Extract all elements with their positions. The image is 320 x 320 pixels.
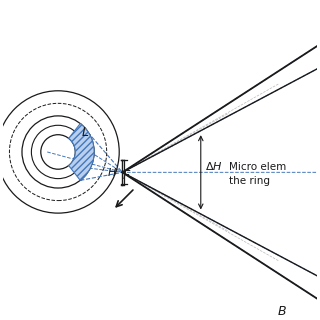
Text: $L$: $L$: [81, 126, 89, 139]
Text: $F$: $F$: [123, 169, 132, 182]
Text: Micro elem
the ring: Micro elem the ring: [229, 162, 286, 186]
Text: $\Delta H$: $\Delta H$: [205, 160, 223, 172]
Polygon shape: [69, 124, 94, 180]
Text: $H$: $H$: [107, 166, 117, 178]
Text: $B$: $B$: [277, 305, 287, 318]
